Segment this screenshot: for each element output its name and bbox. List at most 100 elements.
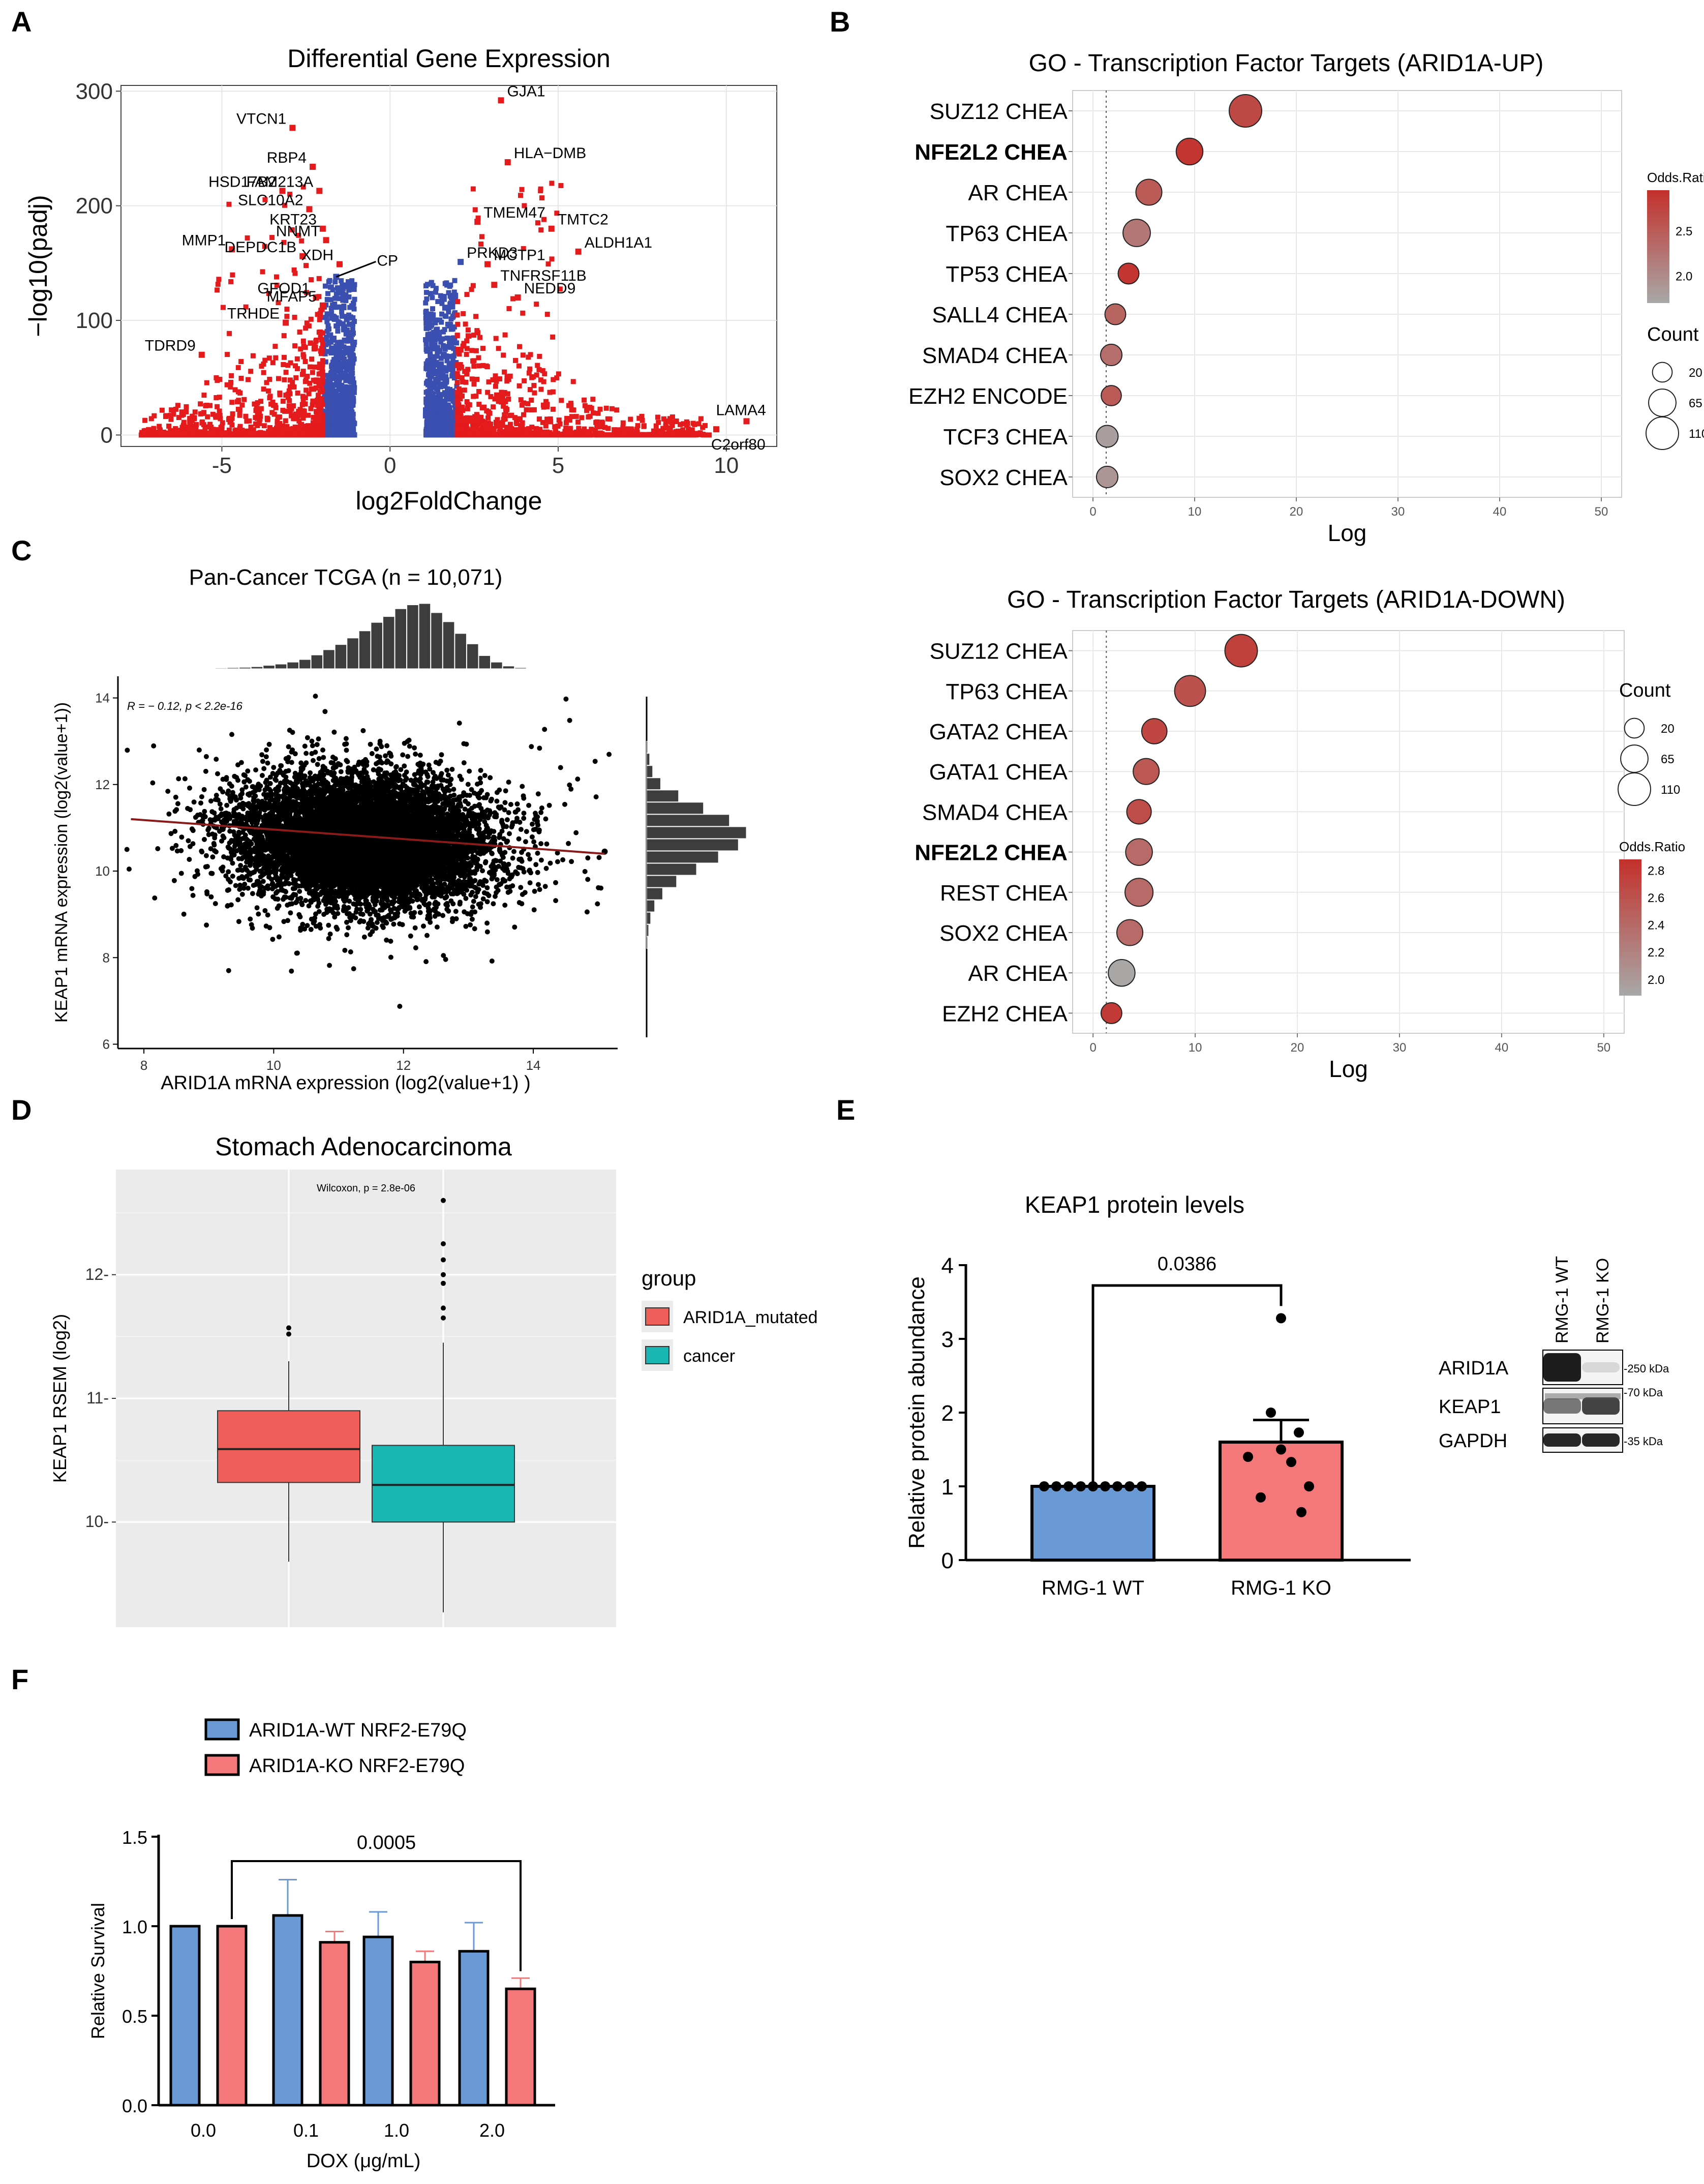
- data-point: [316, 276, 322, 281]
- data-point: [284, 306, 290, 312]
- data-point: [351, 301, 356, 306]
- data-point: [433, 336, 439, 341]
- data-point: [342, 364, 348, 370]
- data-point: [337, 363, 342, 369]
- data-point: [284, 426, 289, 431]
- data-point: [543, 423, 549, 429]
- data-point: [168, 416, 174, 422]
- data-point: [444, 414, 449, 420]
- data-point: [331, 393, 337, 399]
- data-point: [145, 432, 150, 438]
- data-point: [440, 369, 446, 374]
- data-point: [305, 432, 311, 438]
- data-point: [450, 340, 456, 345]
- data-point: [250, 432, 256, 438]
- gene-label: HSD17B2: [208, 173, 276, 190]
- data-point: [529, 432, 534, 438]
- data-point: [480, 432, 486, 438]
- data-point: [336, 287, 341, 293]
- panel-label-c: C: [11, 534, 32, 566]
- gene-label: TMEM47: [483, 204, 545, 221]
- data-point: [620, 425, 626, 431]
- data-point: [430, 306, 436, 312]
- data-point: [345, 391, 350, 397]
- data-point: [441, 351, 447, 357]
- data-point: [496, 399, 501, 404]
- data-point: [563, 420, 569, 426]
- data-point: [318, 411, 323, 416]
- data-point: [478, 418, 483, 424]
- gene-label: VTCN1: [236, 110, 286, 127]
- data-point: [229, 373, 234, 378]
- data-point: [309, 356, 315, 362]
- data-point: [480, 346, 485, 351]
- data-point: [348, 402, 353, 407]
- data-point: [320, 416, 325, 422]
- data-point: [306, 412, 311, 418]
- data-point: [425, 334, 431, 339]
- y-tick-label: 300: [76, 79, 113, 104]
- data-point: [464, 338, 470, 344]
- data-point: [333, 305, 339, 310]
- data-point: [469, 287, 474, 292]
- data-point: [479, 234, 484, 240]
- y-tick-label: 200: [76, 194, 113, 219]
- chart-title: Differential Gene Expression: [287, 44, 611, 73]
- data-point: [443, 391, 449, 396]
- data-point: [641, 423, 647, 429]
- data-point: [326, 420, 332, 425]
- data-point: [204, 380, 209, 385]
- data-point: [352, 296, 357, 302]
- data-point: [350, 353, 356, 358]
- data-point: [347, 305, 353, 310]
- data-point: [266, 291, 271, 296]
- data-point: [427, 422, 433, 427]
- data-point: [689, 427, 695, 433]
- data-point: [432, 384, 437, 390]
- data-point: [423, 290, 429, 295]
- data-point: [203, 403, 208, 408]
- data-point: [350, 346, 355, 351]
- data-point: [464, 292, 470, 297]
- data-point: [593, 427, 598, 433]
- data-point: [201, 422, 206, 428]
- data-point: [336, 381, 341, 387]
- data-point: [340, 293, 346, 299]
- data-point: [521, 400, 527, 406]
- data-point: [327, 432, 332, 438]
- data-point: [568, 401, 574, 406]
- data-point: [425, 336, 431, 342]
- data-point: [494, 378, 499, 384]
- data-point: [348, 426, 353, 431]
- panel-label-e: E: [836, 1094, 855, 1126]
- data-point: [465, 327, 471, 333]
- data-point: [526, 370, 532, 376]
- data-point: [322, 408, 328, 414]
- data-point: [320, 341, 325, 346]
- data-point: [656, 420, 661, 425]
- data-point: [226, 201, 232, 207]
- data-point: [526, 354, 531, 360]
- data-point: [540, 432, 545, 438]
- data-point: [655, 414, 660, 420]
- panel-label-a: A: [11, 6, 32, 38]
- data-point: [236, 398, 241, 403]
- data-point: [472, 207, 478, 213]
- data-point: [324, 336, 329, 342]
- x-tick-label: 10: [714, 453, 739, 478]
- data-point: [467, 427, 473, 433]
- data-point: [445, 397, 450, 402]
- gene-point: [316, 188, 323, 194]
- data-point: [423, 366, 429, 371]
- data-point: [324, 311, 330, 317]
- data-point: [447, 338, 452, 344]
- data-point: [440, 426, 446, 432]
- data-point: [302, 379, 308, 384]
- data-point: [681, 432, 686, 438]
- data-point: [446, 290, 451, 295]
- data-point: [227, 427, 232, 433]
- data-point: [344, 367, 349, 373]
- data-point: [536, 416, 542, 422]
- data-point: [450, 430, 456, 435]
- data-point: [510, 296, 516, 302]
